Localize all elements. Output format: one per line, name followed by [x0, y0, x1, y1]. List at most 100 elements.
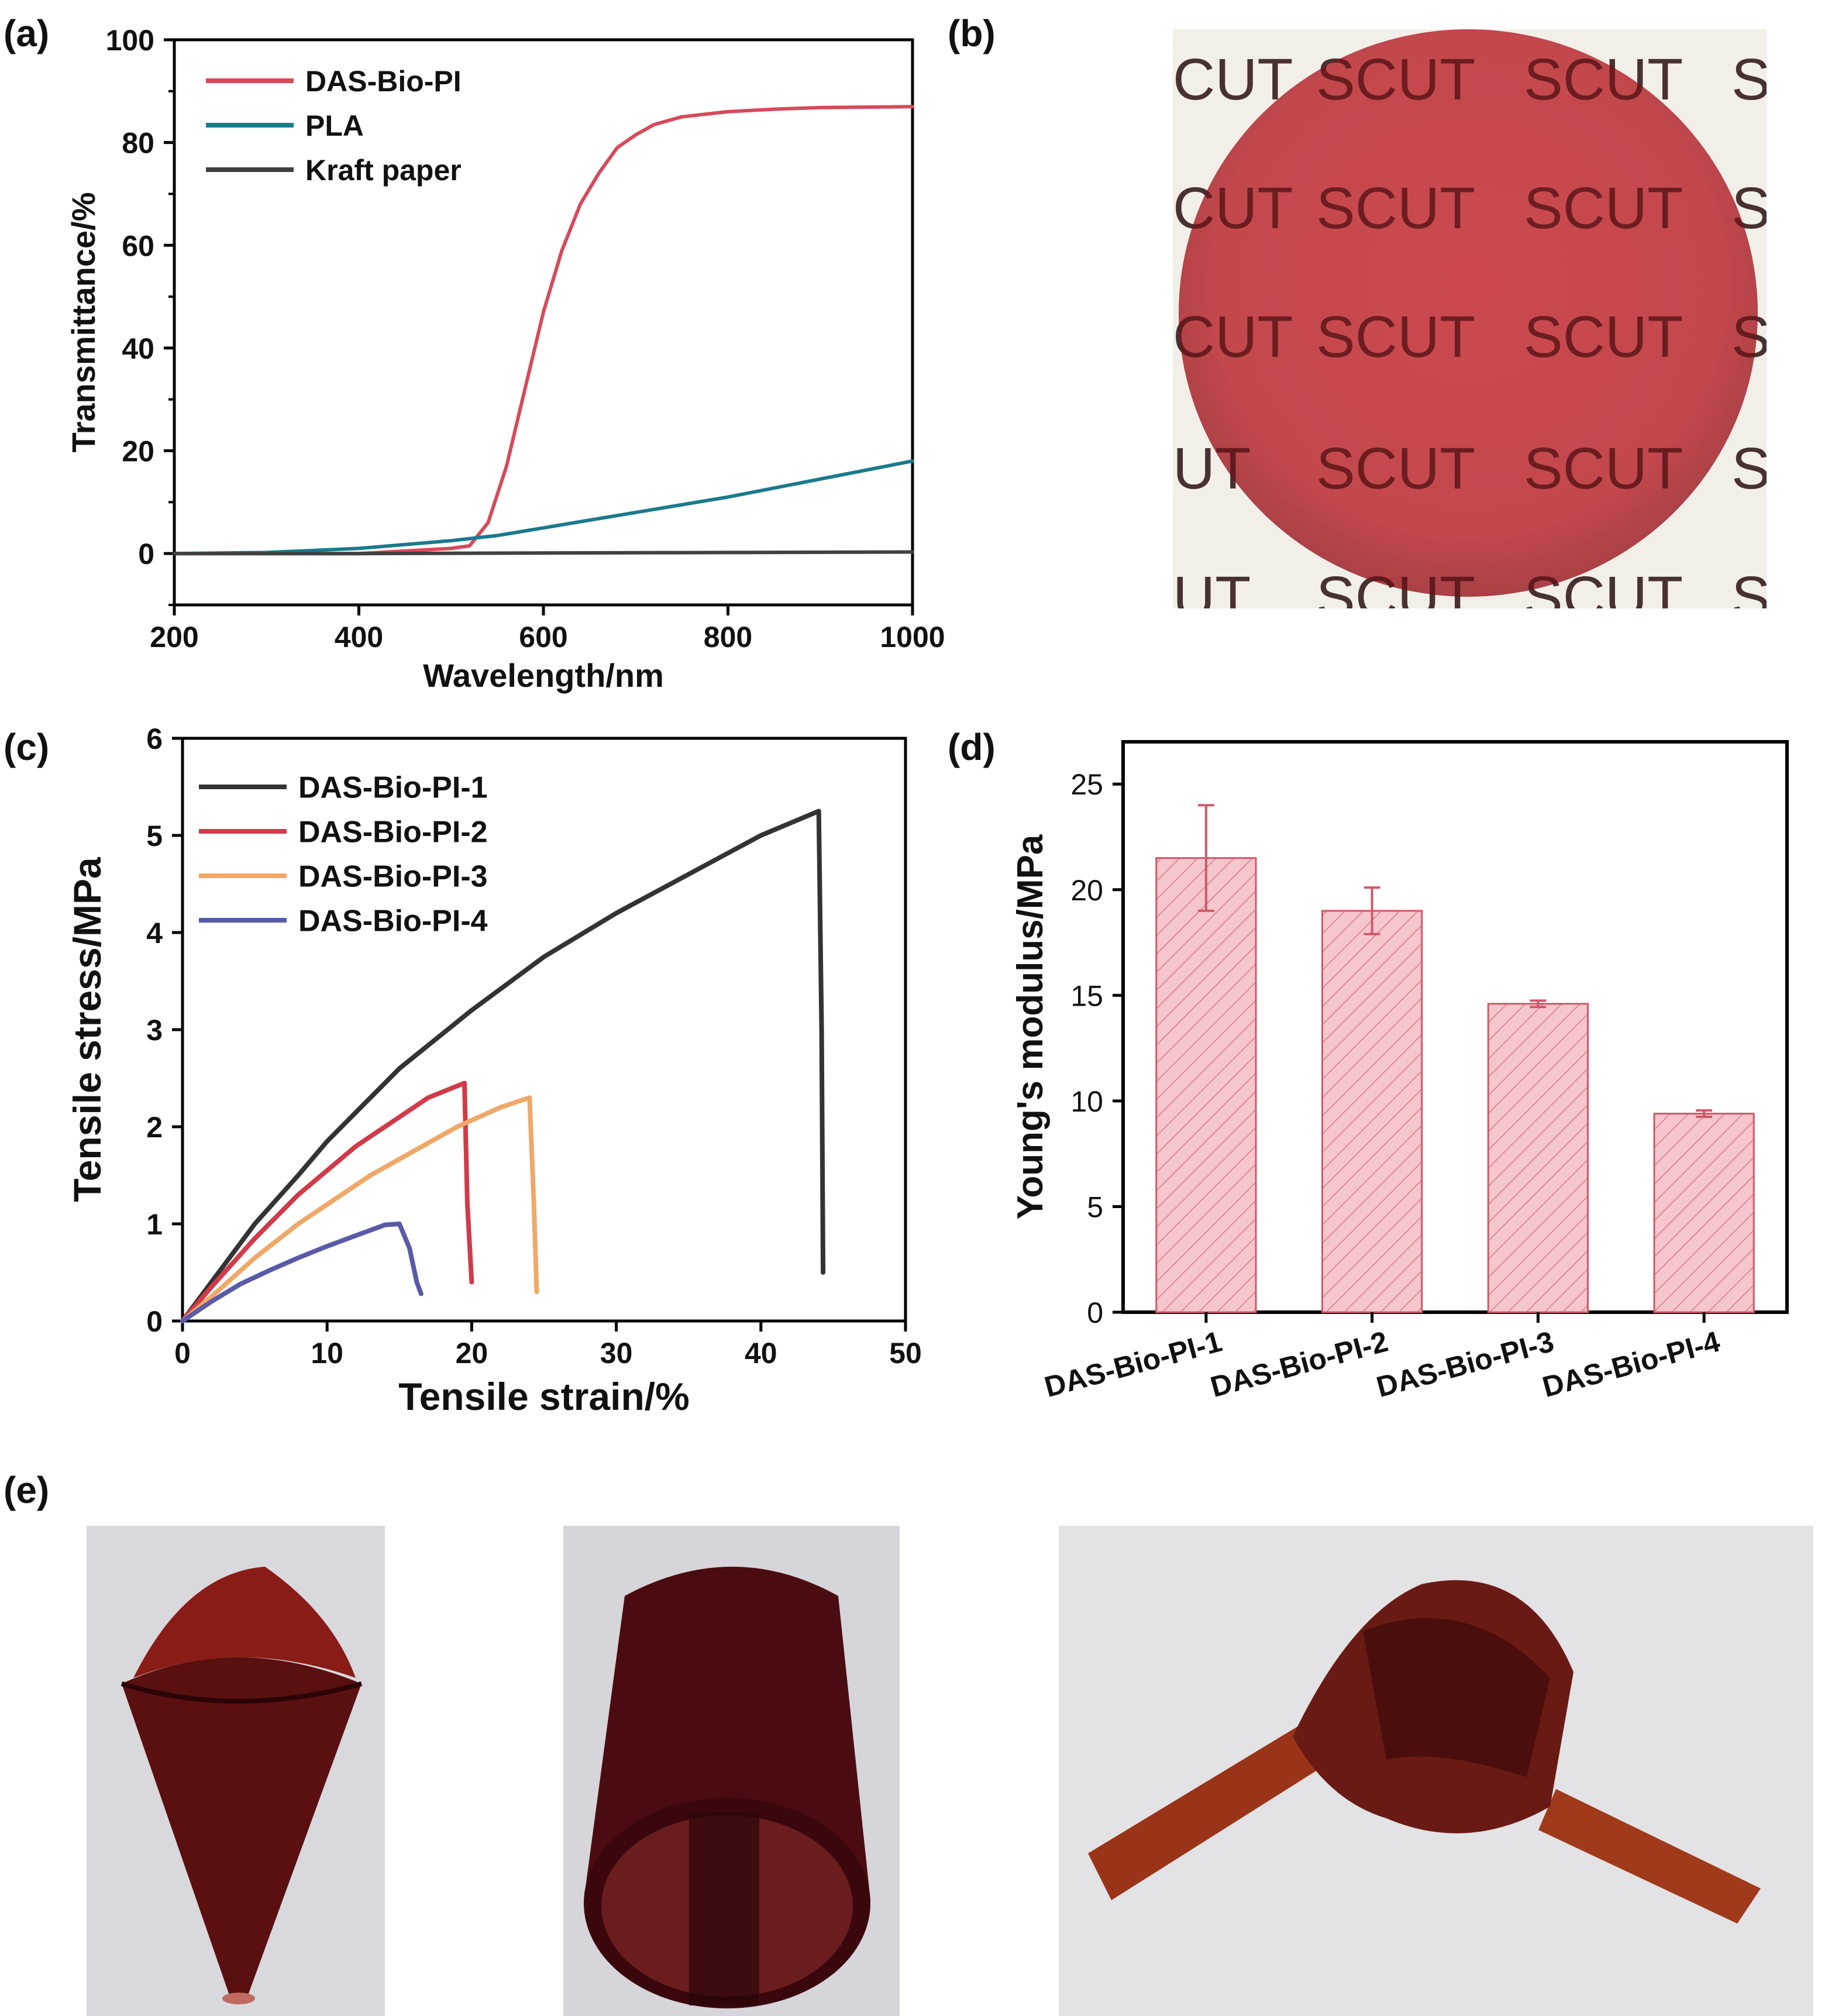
knotted-film-photo — [1059, 1526, 1813, 2016]
cone-rim — [120, 1681, 363, 1704]
x-tick-label: 400 — [335, 621, 383, 653]
y-tick-label: 20 — [1070, 874, 1103, 907]
youngs-modulus-chart: 0 5 10 15 20 25 Young's modulus/MPa DAS-Bio-PI-… — [1010, 740, 1789, 1404]
scut-text-through-film: S — [1731, 304, 1767, 370]
cone-body — [122, 1657, 361, 2001]
cone-tip — [222, 1993, 255, 2004]
red-film-disc — [1179, 29, 1758, 597]
y-tick-label: 6 — [146, 725, 163, 755]
scut-text-through-film: S — [1731, 47, 1767, 112]
legend-label-3: Kraft paper — [305, 154, 462, 187]
scut-text-through-film: SCUT — [1524, 304, 1683, 370]
y-axis-label: Young's modulus/MPa — [1010, 834, 1051, 1219]
panel-label-a: (a) — [4, 12, 50, 54]
scut-text-through-film: S — [1731, 176, 1767, 241]
cone-inner-fold — [133, 1567, 356, 1678]
scut-text: S — [1731, 565, 1767, 608]
strip-left — [1088, 1719, 1334, 1900]
plot-frame — [1121, 740, 1789, 1314]
x-axis-label: Tensile strain/% — [398, 1375, 690, 1418]
scut-text-through-film: SCUT — [1316, 47, 1475, 112]
bar-1 — [1155, 857, 1257, 1313]
bar-2 — [1321, 910, 1423, 1313]
y-tick-label: 0 — [138, 538, 154, 570]
y-tick-label: 10 — [1070, 1085, 1103, 1118]
scut-text-through-film: CUT — [1173, 47, 1293, 112]
y-axis-label: Transmittance/% — [65, 192, 102, 452]
y-tick-label: 3 — [146, 1014, 163, 1047]
tensile-chart: 0 10 20 30 40 50 0 1 2 3 4 5 6 Tensile strain/% Tensil… — [66, 725, 922, 1418]
x-tick-label: 30 — [600, 1337, 633, 1370]
scut-text-through-film: SCUT — [1524, 436, 1683, 501]
y-tick-label: 1 — [146, 1208, 163, 1241]
panel-label-d: (d) — [948, 726, 996, 768]
y-tick-label: 0 — [1087, 1296, 1103, 1329]
scut-text-through-film: SCUT — [1316, 565, 1475, 608]
y-tick-label: 0 — [146, 1305, 163, 1338]
plot-frame — [181, 737, 907, 1323]
scut-text: CUT — [1173, 47, 1293, 112]
y-tick-label: 15 — [1070, 979, 1103, 1012]
transmittance-chart: 200 400 600 800 1000 0 20 40 60 80 100 Wavelength/n… — [65, 24, 945, 694]
y-tick-label: 4 — [146, 917, 163, 949]
legend-label-4: DAS-Bio-PI-4 — [298, 904, 488, 938]
scut-text-through-film: SCUT — [1316, 436, 1475, 501]
x-tick-label: 1000 — [880, 621, 945, 653]
x-tick-label: 20 — [456, 1337, 488, 1370]
scut-text-through-film: SCUT — [1316, 176, 1475, 241]
x-tick-label: 40 — [745, 1337, 777, 1370]
cylinder-film-photo — [563, 1526, 900, 2016]
y-tick-label: 40 — [122, 332, 154, 365]
y-tick-label: 100 — [106, 24, 154, 57]
legend-label-2: PLA — [305, 109, 364, 142]
x-tick-label: DAS-Bio-PI-1 — [1041, 1325, 1225, 1404]
scut-text-through-film: SCUT — [1524, 176, 1683, 241]
scut-text-through-film: S — [1731, 565, 1767, 608]
x-tick-label: 50 — [889, 1337, 922, 1370]
x-tick-label: 800 — [704, 621, 752, 653]
bar-4 — [1653, 1113, 1755, 1313]
x-tick-label: 600 — [519, 621, 567, 653]
cylinder-overlap-seam — [689, 1812, 759, 2005]
series-line-3 — [173, 550, 914, 556]
legend-label-1: DAS-Bio-PI-1 — [298, 771, 488, 805]
scut-text-through-film: CUT — [1173, 304, 1293, 370]
y-tick-label: 80 — [122, 127, 154, 160]
legend-label-3: DAS-Bio-PI-3 — [298, 860, 488, 894]
bar-3 — [1487, 1003, 1589, 1313]
y-axis-label: Tensile stress/MPa — [66, 856, 109, 1202]
y-tick-label: 25 — [1070, 768, 1103, 801]
y-tick-label: 60 — [122, 229, 154, 262]
series-line-1 — [173, 105, 914, 556]
y-tick-label: 5 — [1087, 1191, 1103, 1223]
strip-right — [1538, 1789, 1761, 1924]
x-tick-label: 0 — [174, 1337, 191, 1370]
x-tick-label: DAS-Bio-PI-2 — [1207, 1325, 1391, 1404]
series-line-1 — [180, 809, 826, 1323]
scut-text: UT — [1173, 565, 1251, 608]
scut-text-through-film: CUT — [1173, 176, 1293, 241]
scut-text-through-film: UT — [1173, 565, 1251, 608]
film-photo-scut: CUTSCUTSCUTSCUTSCUTSCUTSCUTSCUTSCUTSUTSC… — [1173, 29, 1767, 608]
cone-film-photo — [87, 1526, 385, 2016]
series-line-2 — [173, 459, 914, 556]
y-tick-label: 20 — [122, 435, 154, 468]
x-tick-label: 10 — [311, 1337, 343, 1370]
series-line-3 — [180, 1095, 539, 1323]
x-tick-label: DAS-Bio-PI-4 — [1539, 1324, 1723, 1403]
scut-text-through-film: SCUT — [1316, 304, 1475, 370]
x-axis-label: Wavelength/nm — [423, 657, 664, 694]
knot-fold — [1363, 1618, 1550, 1777]
scut-text: S — [1731, 47, 1767, 112]
panel-label-b: (b) — [948, 12, 996, 54]
scut-text-through-film: SCUT — [1524, 565, 1683, 608]
series-line-4 — [180, 1222, 424, 1323]
scut-text: S — [1731, 436, 1767, 501]
y-tick-label: 2 — [146, 1111, 163, 1144]
x-tick-label: DAS-Bio-PI-3 — [1373, 1325, 1557, 1404]
legend-label-2: DAS-Bio-PI-2 — [298, 816, 488, 849]
scut-text-through-film: SCUT — [1524, 47, 1683, 112]
panel-label-c: (c) — [4, 726, 50, 768]
panel-label-e: (e) — [4, 1469, 50, 1511]
x-tick-label: 200 — [150, 621, 198, 653]
